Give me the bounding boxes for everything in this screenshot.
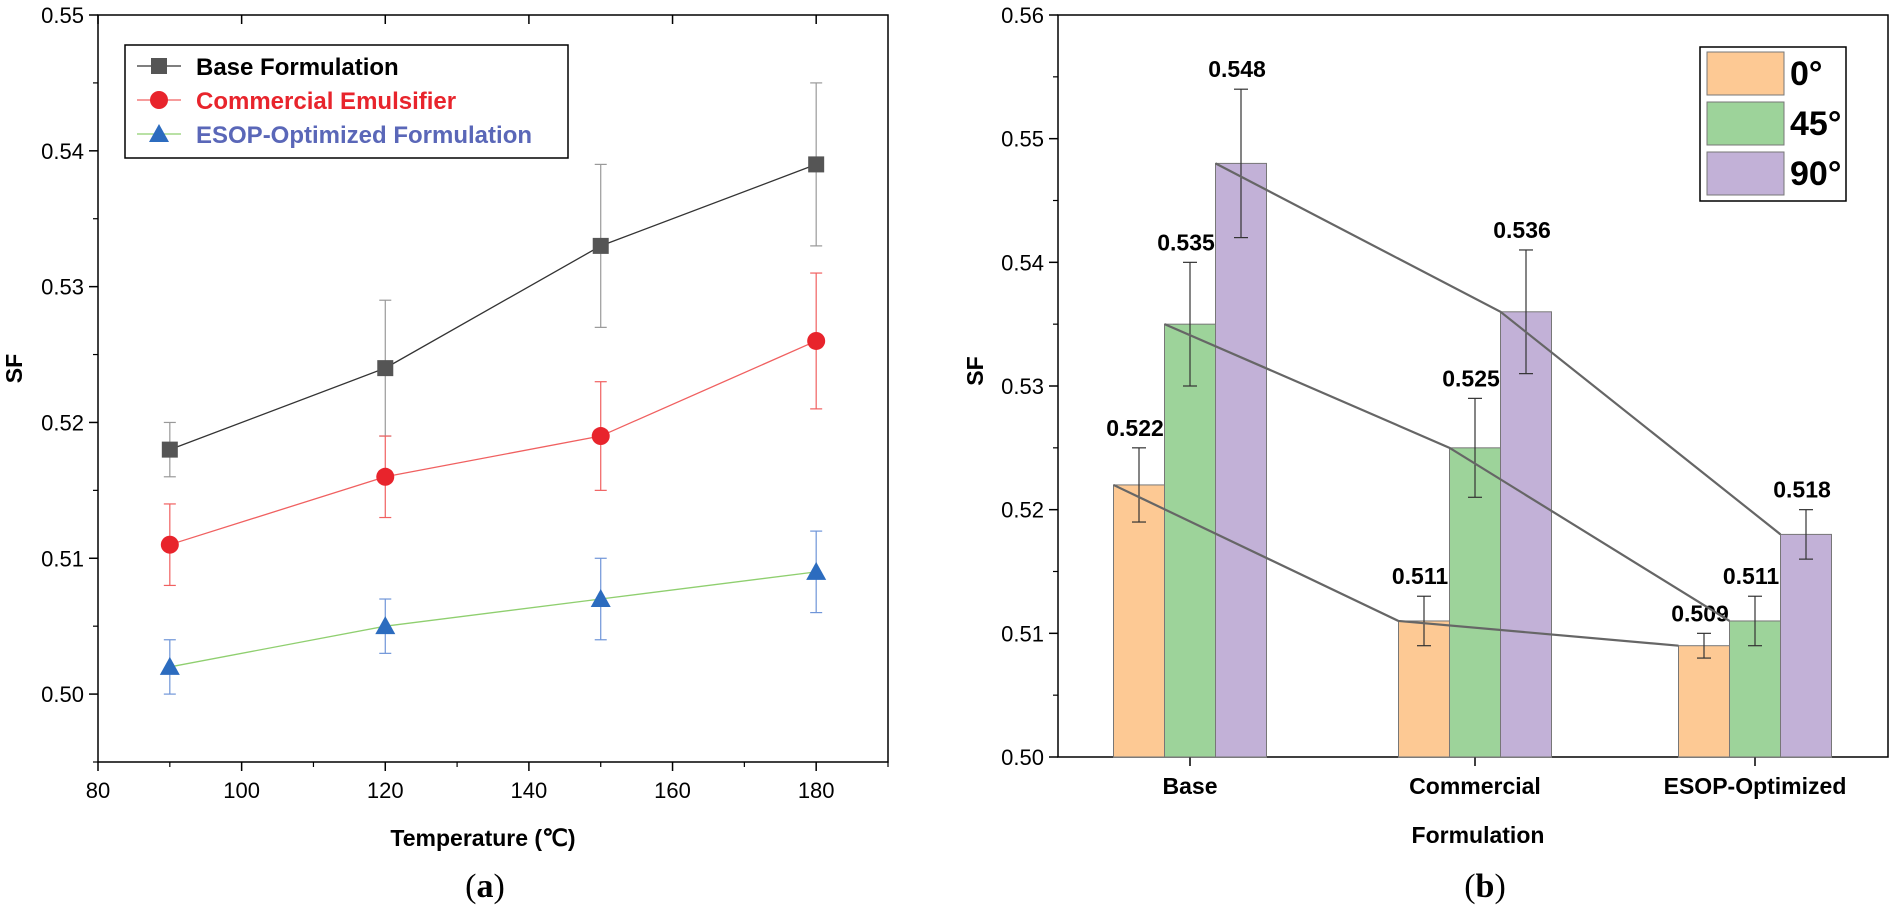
- x-tick-label-a: 180: [798, 778, 835, 803]
- data-point-square: [151, 58, 167, 74]
- data-point-triangle: [375, 616, 396, 635]
- y-axis-title-b: SF: [962, 356, 988, 385]
- data-label-b: 0.536: [1493, 217, 1551, 243]
- bar: [1164, 323, 1216, 758]
- series-a-2: [159, 530, 827, 695]
- y-tick-label-b: 0.50: [1001, 745, 1044, 770]
- series-b-0: 0.522 0.511 0.509: [1106, 415, 1730, 758]
- bar: [1780, 533, 1832, 758]
- data-label-b: 0.511: [1723, 563, 1779, 589]
- data-point-triangle: [149, 124, 169, 142]
- bar: [1215, 162, 1267, 758]
- x-tick-label-a: 140: [511, 778, 548, 803]
- data-point-circle: [376, 467, 395, 486]
- y-tick-label-a: 0.51: [41, 546, 84, 571]
- y-tick-label-a: 0.55: [41, 3, 84, 28]
- y-tick-label-b: 0.55: [1001, 127, 1044, 152]
- y-axis-title-a: SF: [1, 354, 27, 383]
- series-line-a: [169, 163, 817, 451]
- trend-line-b: [1214, 162, 1782, 536]
- series-b-2: 0.548 0.536 0.518: [1208, 56, 1832, 758]
- y-tick-label-a: 0.52: [41, 410, 84, 435]
- series-a-1: [160, 272, 826, 587]
- x-tick-label-b: Base: [1163, 773, 1218, 799]
- legend-swatch-b: [1706, 101, 1785, 146]
- legend-label-a: ESOP-Optimized Formulation: [196, 122, 532, 149]
- legend-b: 0° 45° 90°: [1699, 46, 1847, 202]
- legend-label-a: Base Formulation: [196, 54, 399, 81]
- bar: [1113, 484, 1165, 758]
- x-axis-title-a: Temperature (℃): [390, 825, 575, 851]
- data-label-b: 0.548: [1208, 56, 1266, 82]
- data-point-circle: [591, 427, 610, 446]
- data-label-b: 0.535: [1157, 229, 1215, 255]
- y-tick-label-b: 0.53: [1001, 374, 1044, 399]
- chart-a: 80 100 120 140 160 180 0.50 0.51 0.52 0.53 0.54 0.5…: [1, 3, 889, 851]
- y-tick-label-b: 0.56: [1001, 3, 1044, 28]
- data-point-square: [808, 156, 825, 173]
- data-label-b: 0.511: [1392, 563, 1448, 589]
- data-point-square: [161, 441, 178, 458]
- trend-line-b: [1113, 483, 1679, 647]
- legend-swatch-b: [1706, 51, 1785, 96]
- chart-b: 0.50 0.51 0.52 0.53 0.54 0.55 0.56 Base Commerci…: [962, 3, 1889, 848]
- y-tick-label-a: 0.53: [41, 275, 84, 300]
- legend-box-a: [124, 44, 569, 159]
- data-point-square: [592, 237, 609, 254]
- plot-frame-a: [97, 14, 889, 763]
- legend-label-a: Commercial Emulsifier: [196, 88, 456, 115]
- series-line-a: [169, 340, 817, 546]
- x-tick-label-a: 160: [654, 778, 691, 803]
- legend-label-b: 90°: [1790, 155, 1841, 193]
- panel-label-a-letter: a: [477, 868, 494, 905]
- data-point-circle: [807, 331, 826, 350]
- legend-label-b: 45°: [1790, 105, 1841, 143]
- data-label-b: 0.525: [1442, 365, 1500, 391]
- series-line-a: [169, 571, 817, 668]
- bar: [1678, 645, 1730, 758]
- data-point-triangle: [159, 656, 180, 675]
- x-tick-label-b: Commercial: [1409, 773, 1541, 799]
- x-tick-label-a: 80: [86, 778, 110, 803]
- series-a-0: [161, 82, 825, 478]
- legend-swatch-b: [1706, 151, 1785, 196]
- legend-a: Base Formulation Commercial Emulsifier ESO…: [124, 44, 569, 159]
- data-point-circle: [150, 91, 168, 109]
- x-tick-label-a: 120: [367, 778, 404, 803]
- panel-label-a: (a): [465, 868, 505, 905]
- trend-line-b: [1164, 323, 1731, 622]
- x-axis-title-b: Formulation: [1412, 822, 1545, 848]
- panel-label-b: (b): [1464, 868, 1506, 905]
- y-tick-label-a: 0.54: [41, 139, 84, 164]
- x-tick-label-b: ESOP-Optimized: [1664, 773, 1847, 799]
- data-point-circle: [160, 535, 179, 554]
- y-tick-label-a: 0.50: [41, 682, 84, 707]
- data-point-triangle: [590, 589, 611, 608]
- data-label-b: 0.518: [1773, 477, 1831, 503]
- panel-label-b-letter: b: [1476, 868, 1495, 905]
- data-point-square: [377, 360, 394, 377]
- data-label-b: 0.522: [1106, 415, 1164, 441]
- y-tick-label-b: 0.51: [1001, 621, 1044, 646]
- x-tick-label-a: 100: [223, 778, 260, 803]
- data-point-triangle: [806, 561, 827, 580]
- y-tick-label-b: 0.54: [1001, 250, 1044, 275]
- legend-label-b: 0°: [1790, 55, 1823, 93]
- bar: [1500, 311, 1552, 758]
- data-label-b: 0.509: [1671, 600, 1729, 626]
- y-tick-label-b: 0.52: [1001, 498, 1044, 523]
